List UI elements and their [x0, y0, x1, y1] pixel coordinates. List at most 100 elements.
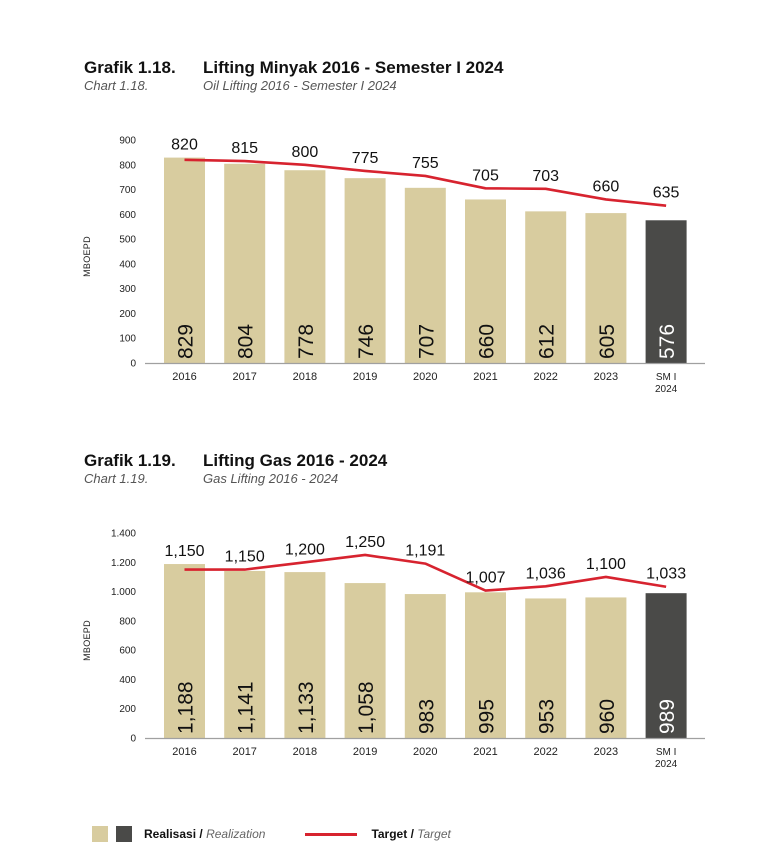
gas-chart-header: Grafik 1.19. Lifting Gas 2016 - 2024 Char…	[84, 451, 387, 487]
legend-separator: /	[407, 827, 418, 841]
x-category-label: SM I	[656, 747, 677, 758]
oil-chart-subtitle: Oil Lifting 2016 - Semester I 2024	[203, 78, 397, 93]
x-category-label: 2022	[533, 746, 557, 758]
bar-value-label: 983	[415, 699, 438, 734]
bar-value-label: 1,058	[355, 681, 378, 734]
bar-realization	[585, 213, 627, 363]
bar-value-label: 576	[656, 324, 679, 359]
x-category-label: 2016	[172, 746, 196, 758]
bar-value-label: 1,141	[235, 681, 258, 734]
x-category-label: 2016	[172, 371, 196, 383]
bar-realization	[224, 570, 266, 738]
legend-separator: /	[196, 827, 207, 841]
y-tick-label: 200	[119, 704, 136, 715]
x-category-label: 2019	[353, 371, 377, 383]
x-category-label: 2018	[293, 746, 317, 758]
bar-realization	[344, 583, 386, 738]
bar-realization	[404, 187, 446, 363]
y-tick-label: 600	[119, 210, 136, 221]
y-tick-label: 200	[119, 309, 136, 320]
bar-realization	[525, 211, 567, 363]
chart-legend: Realisasi / Realization Target / Target	[92, 824, 451, 844]
bar-realization	[525, 598, 567, 738]
target-value-label: 1,033	[646, 566, 686, 583]
legend-realization-label: Realisasi	[144, 827, 197, 841]
y-tick-label: 100	[119, 334, 136, 345]
x-category-label: 2023	[594, 746, 618, 758]
target-value-label: 1,100	[586, 556, 626, 573]
y-tick-label: 300	[119, 284, 136, 295]
bar-realization	[465, 592, 506, 738]
oil-chart-header: Grafik 1.18. Lifting Minyak 2016 - Semest…	[84, 58, 503, 94]
target-value-label: 815	[231, 140, 258, 157]
legend-target-label-en: Target	[417, 827, 451, 841]
gas-chart-number-en: Chart 1.19.	[84, 471, 149, 486]
gas-lifting-chart: 0 200 400 600 800 1.000 1.200 1.400 MBOEPD 1,188 1…	[82, 529, 705, 770]
gas-chart-number: Grafik 1.19.	[84, 451, 176, 470]
x-category-label: 2018	[293, 371, 317, 383]
bar-realization	[344, 178, 386, 363]
target-value-label: 775	[352, 150, 379, 167]
bar-value-label: 995	[476, 699, 499, 734]
bar-value-label: 804	[235, 324, 258, 359]
x-category-label: 2017	[232, 746, 256, 758]
bar-value-label: 778	[295, 324, 318, 359]
target-value-label: 755	[412, 155, 439, 172]
target-value-label: 660	[593, 178, 620, 195]
target-value-label: 820	[171, 137, 198, 154]
x-category-label: 2019	[353, 746, 377, 758]
bar-value-label: 1,188	[175, 681, 198, 734]
target-value-label: 800	[292, 144, 319, 161]
x-category-label: 2022	[533, 371, 557, 383]
target-value-label: 1,150	[225, 549, 265, 566]
target-value-label: 1,200	[285, 541, 325, 558]
y-tick-label: 1.000	[111, 587, 136, 598]
y-tick-label: 500	[119, 235, 136, 246]
y-tick-label: 900	[119, 136, 136, 147]
target-value-label: 703	[532, 168, 559, 185]
bar-realization	[585, 597, 627, 738]
y-tick-label: 1.200	[111, 558, 136, 569]
legend-target-line	[305, 832, 358, 836]
x-category-label: 2021	[473, 746, 497, 758]
x-category-label: 2017	[232, 371, 256, 383]
bar-value-label: 989	[656, 699, 679, 734]
bar-realization	[465, 199, 506, 363]
bar-realization	[284, 572, 326, 738]
y-tick-label: 700	[119, 185, 136, 196]
y-tick-label: 400	[119, 259, 136, 270]
legend-swatch-realization	[92, 826, 108, 842]
x-category-label: 2021	[473, 371, 497, 383]
bar-value-label: 660	[476, 324, 499, 359]
bar-realization	[164, 564, 205, 738]
gas-chart-subtitle: Gas Lifting 2016 - 2024	[203, 471, 339, 486]
target-value-label: 1,036	[526, 565, 566, 582]
bar-value-label: 960	[596, 699, 619, 734]
target-value-label: 705	[472, 167, 499, 184]
bar-realization	[404, 594, 446, 738]
y-tick-label: 400	[119, 675, 136, 686]
x-category-label: 2020	[413, 371, 437, 383]
oil-chart-number: Grafik 1.18.	[84, 58, 176, 77]
bar-value-label: 829	[175, 324, 198, 359]
target-value-label: 1,191	[405, 543, 445, 560]
bar-realization	[645, 593, 687, 738]
y-tick-label: 800	[119, 160, 136, 171]
bar-value-label: 612	[536, 324, 559, 359]
oil-chart-number-en: Chart 1.18.	[84, 78, 149, 93]
bar-value-label: 1,133	[295, 681, 318, 734]
y-tick-label: 600	[119, 646, 136, 657]
bar-realization	[224, 163, 266, 363]
y-tick-label: 800	[119, 616, 136, 627]
y-tick-label: 1.400	[111, 529, 136, 540]
bar-value-label: 953	[536, 699, 559, 734]
bar-realization	[284, 170, 326, 363]
bar-value-label: 746	[355, 324, 378, 359]
bar-value-label: 605	[596, 324, 619, 359]
x-category-label: 2020	[413, 746, 437, 758]
legend-realization-label-en: Realization	[206, 827, 266, 841]
oil-lifting-chart: 0 100 200 300 400 500 600 700 800 900 MBOEPD 829 804…	[82, 136, 705, 395]
y-tick-label: 0	[130, 734, 136, 745]
y-tick-label: 0	[130, 359, 136, 370]
x-category-label: 2023	[594, 371, 618, 383]
